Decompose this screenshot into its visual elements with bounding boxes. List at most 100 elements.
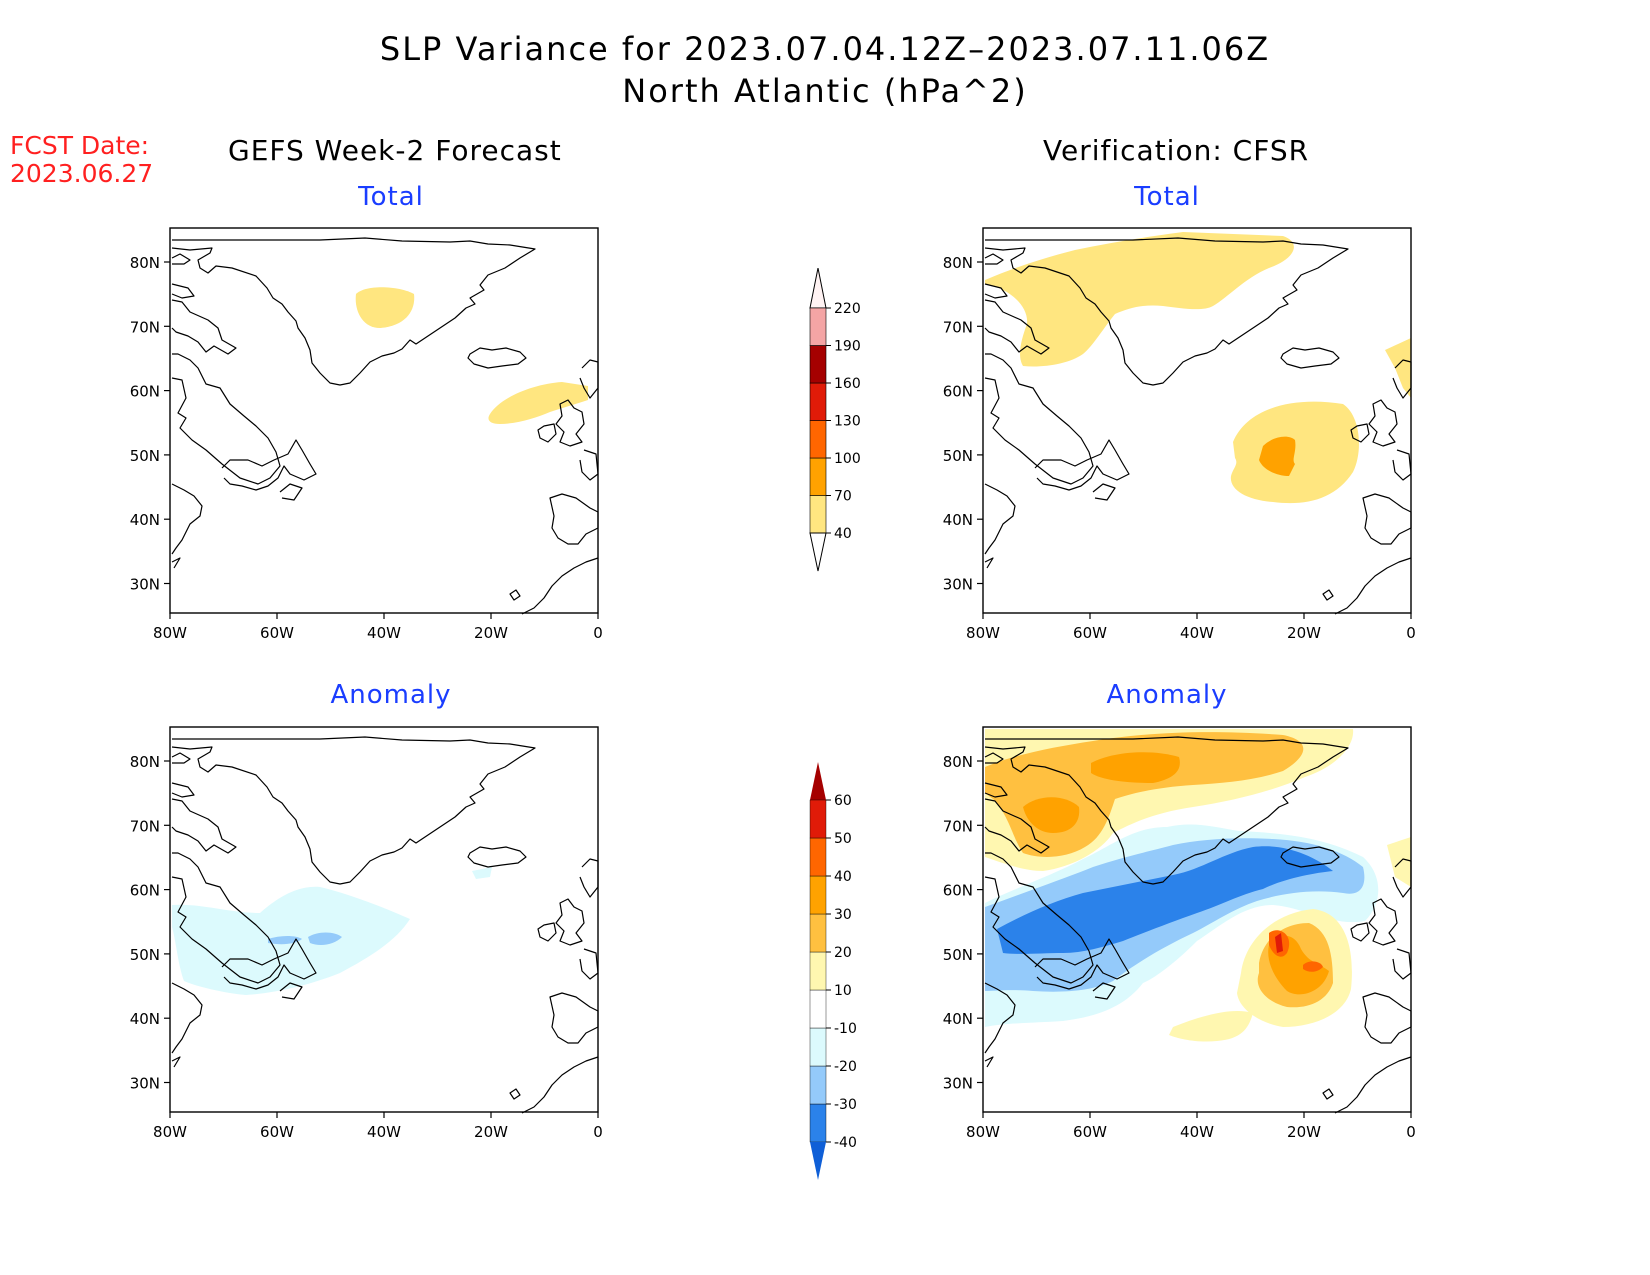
variance-contours [355,287,588,424]
colorbar-swatch [809,875,827,915]
latitude-label: 60N [943,383,973,401]
latitude-label: 80N [943,753,973,771]
latitude-label: 30N [943,1075,973,1093]
colorbar-label: 60 [834,793,852,809]
map-frame [169,227,599,614]
longitude-label: 80W [153,624,187,642]
verification-anomaly-map: 80N 70N 60N 50N 40N 30N 80W 60W 40W 20W 0 [943,726,1416,1141]
latitude-label: 30N [130,576,160,594]
latitude-label: 40N [943,1010,973,1028]
longitude-label: 40W [367,624,401,642]
longitude-label: 0 [1406,1123,1416,1141]
longitude-label: 20W [474,1123,508,1141]
fcst-date-label: FCST Date: [10,131,150,160]
panel-subtitle: Anomaly [330,680,452,710]
latitude-label: 40N [130,511,160,529]
panel-subtitle: Total [358,182,424,212]
total-colorbar: 40 70 100 130 160 190 220 [809,268,861,572]
forecast-anomaly-map: 80N 70N 60N 50N 40N 30N 80W 60W 40W 20W 0 [130,726,603,1141]
latitude-label: 80N [130,254,160,272]
colorbar-bottom-arrow [809,532,827,572]
colorbar-swatch [809,420,827,459]
longitude-label: 20W [1287,1123,1321,1141]
colorbar-swatch [809,307,827,346]
longitude-label: 80W [966,1123,1000,1141]
latitude-label: 50N [943,946,973,964]
colorbar-label: 20 [834,945,852,961]
colorbar-label: 100 [834,451,861,467]
fcst-date-value: 2023.06.27 [10,159,154,188]
colorbar-label: -30 [834,1097,857,1113]
anomaly-contours [985,729,1411,1042]
longitude-label: 40W [367,1123,401,1141]
latitude-label: 60N [943,882,973,900]
colorbar-swatch [809,1065,827,1105]
latitude-label: 70N [943,817,973,835]
colorbar-label: -20 [834,1059,857,1075]
colorbar-swatch [809,457,827,496]
latitude-label: 80N [130,753,160,771]
latitude-label: 40N [130,1010,160,1028]
longitude-label: 80W [966,624,1000,642]
colorbar-bottom-arrow [810,1142,826,1180]
colorbar-label: 30 [834,907,852,923]
colorbar-label: 40 [834,869,852,885]
colorbar-swatch [809,951,827,991]
longitude-label: 20W [474,624,508,642]
colorbar-label: -10 [834,1021,857,1037]
colorbar-swatch [809,382,827,421]
colorbar-label: 220 [834,301,861,317]
anomaly-colorbar: -40 -30 -20 -10 10 20 30 40 50 60 [809,762,857,1180]
forecast-total-map: 80N 70N 60N 50N 40N 30N 80W 60W 40W 20W 0 [130,227,603,642]
longitude-label: 80W [153,1123,187,1141]
longitude-label: 0 [593,624,603,642]
latitude-label: 70N [130,318,160,336]
colorbar-label: 10 [834,983,852,999]
longitude-label: 60W [1073,1123,1107,1141]
chart-subtitle: North Atlantic (hPa^2) [622,72,1028,110]
colorbar-label: 160 [834,376,861,392]
colorbar-swatch [809,799,827,839]
anomaly-contours [172,867,492,995]
latitude-label: 50N [130,946,160,964]
longitude-label: 60W [1073,624,1107,642]
latitude-label: 70N [943,318,973,336]
colorbar-label: 40 [834,526,852,542]
chart-title: SLP Variance for 2023.07.04.12Z–2023.07.… [379,30,1271,68]
latitude-label: 80N [943,254,973,272]
variance-contours [985,232,1411,504]
latitude-label: 30N [130,1075,160,1093]
forecast-column-title: GEFS Week-2 Forecast [228,134,562,167]
colorbar-swatch [809,1103,827,1143]
panel-subtitle: Anomaly [1106,680,1228,710]
latitude-label: 70N [130,817,160,835]
colorbar-top-arrow [809,268,827,309]
latitude-label: 50N [943,447,973,465]
colorbar-swatch [809,837,827,877]
colorbar-label: -40 [834,1135,857,1151]
colorbar-label: 50 [834,831,852,847]
colorbar-swatch [809,1027,827,1067]
longitude-label: 20W [1287,624,1321,642]
latitude-label: 30N [943,576,973,594]
colorbar-top-arrow [810,762,826,800]
latitude-label: 60N [130,383,160,401]
longitude-label: 40W [1180,624,1214,642]
colorbar-swatch [809,495,827,534]
panel-subtitle: Total [1134,182,1200,212]
latitude-label: 60N [130,882,160,900]
longitude-label: 40W [1180,1123,1214,1141]
longitude-label: 0 [593,1123,603,1141]
fcst-date-block: FCST Date: 2023.06.27 [10,132,153,188]
latitude-label: 50N [130,447,160,465]
colorbar-swatch [809,913,827,953]
colorbar-label: 130 [834,414,861,430]
colorbar-label: 70 [834,489,852,505]
colorbar-swatch [809,989,827,1029]
latitude-label: 40N [943,511,973,529]
longitude-label: 60W [260,624,294,642]
longitude-label: 60W [260,1123,294,1141]
longitude-label: 0 [1406,624,1416,642]
verification-column-title: Verification: CFSR [1043,134,1310,167]
verification-total-map: 80N 70N 60N 50N 40N 30N 80W 60W 40W 20W 0 [943,227,1416,642]
